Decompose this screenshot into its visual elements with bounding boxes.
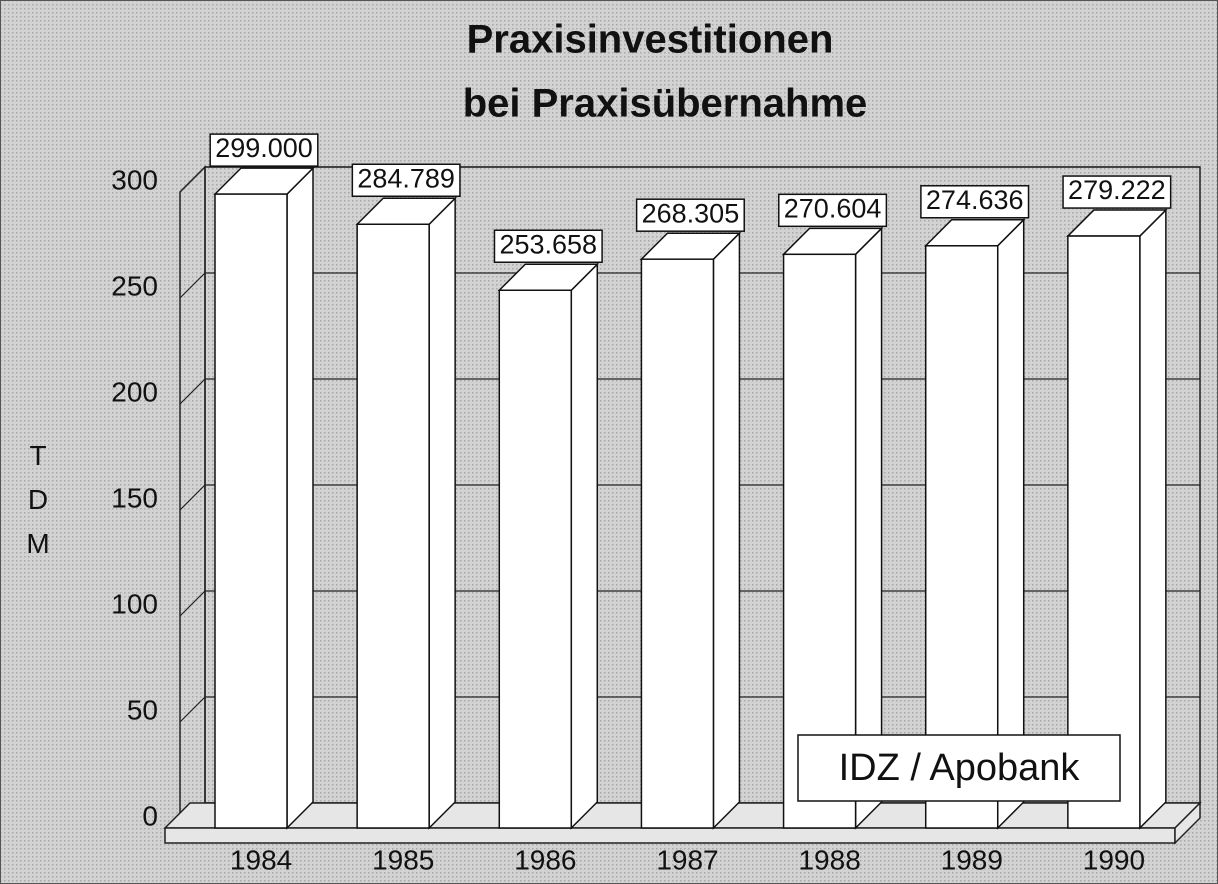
x-tick-label: 1987: [656, 844, 718, 875]
bar-side: [286, 166, 314, 830]
bar-side: [570, 262, 599, 830]
bar: [782, 253, 857, 829]
y-tick-label: 200: [111, 376, 158, 407]
value-label: 279.222: [1068, 175, 1166, 205]
value-label-box: [635, 198, 745, 232]
bar-side: [428, 196, 456, 830]
annotation: IDZ / Apobank: [839, 747, 1081, 789]
chart-title: bei Praxisübernahme: [463, 82, 868, 126]
value-label: 284.789: [357, 163, 455, 193]
bar: [498, 289, 573, 829]
value-label-box: [920, 185, 1030, 219]
value-label-box: [351, 163, 461, 197]
grid-line: [179, 166, 1200, 193]
y-tick-label: 0: [142, 800, 158, 831]
y-tick-label: 50: [127, 694, 158, 725]
bar-side: [1139, 208, 1167, 830]
value-label-box: [1062, 175, 1172, 209]
value-label: 253.658: [499, 229, 597, 259]
value-label-box: [778, 193, 888, 228]
x-tick-label: 1988: [798, 844, 860, 875]
y-tick-label: 150: [111, 482, 158, 513]
value-label: 299.000: [215, 133, 313, 163]
x-tick-label: 1989: [941, 844, 1003, 875]
x-tick-label: 1984: [230, 844, 292, 875]
bar: [356, 223, 430, 829]
y-tick-label: 100: [111, 588, 158, 619]
y-tick-label: 300: [111, 164, 158, 195]
annotation-box: [797, 734, 1121, 802]
value-label: 268.305: [642, 198, 740, 228]
floor-front: [164, 827, 1176, 844]
value-label: 270.604: [784, 193, 882, 223]
floor-side: [1174, 801, 1201, 845]
value-label-box: [493, 229, 603, 263]
y-tick-label: 250: [111, 270, 158, 301]
bar: [924, 245, 999, 829]
bar-side: [712, 231, 741, 830]
x-tick-label: 1990: [1083, 844, 1145, 875]
x-tick-label: 1986: [514, 844, 576, 875]
bar: [214, 193, 288, 829]
chart-title: Praxisinvestitionen: [467, 18, 834, 62]
bar: [640, 258, 715, 829]
value-label: 274.636: [926, 185, 1024, 215]
value-label-box: [209, 133, 319, 167]
bar: [1067, 235, 1141, 829]
x-tick-label: 1985: [372, 844, 434, 875]
